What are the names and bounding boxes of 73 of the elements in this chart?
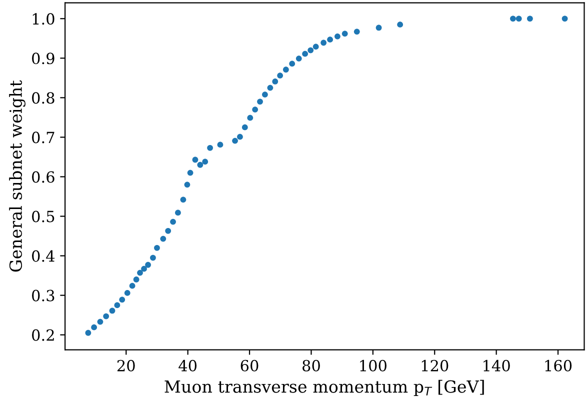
point [154,244,160,251]
point [217,142,224,148]
point [137,270,143,276]
point [267,84,274,91]
point [277,72,284,78]
point [145,262,151,268]
point [175,210,181,216]
point [197,162,204,168]
point [237,134,243,140]
x-tick-label: 60 [240,360,258,372]
point [302,50,308,57]
point [247,114,254,121]
x-tick-label: 160 [545,360,572,372]
point [207,144,213,151]
point [312,44,319,50]
point [192,156,198,163]
point [272,78,278,84]
x-tick-label: 100 [360,360,386,372]
point [327,36,333,43]
point [376,24,382,31]
point [160,236,166,242]
x-tick-label: 20 [117,360,135,372]
point [114,302,120,308]
point [170,218,176,225]
x-tick-label: 120 [422,360,448,372]
y-tick-label: 0.2 [32,329,54,341]
y-tick-label: 1.0 [32,13,54,25]
point [354,28,360,35]
point [124,290,130,296]
y-tick-label: 0.5 [32,210,54,222]
x-tick-label: 140 [484,360,510,372]
point [91,324,97,330]
x-tick-label: 80 [302,360,320,372]
point [242,124,248,130]
point [516,16,522,22]
point [320,40,327,46]
x-tick-label: 40 [178,360,197,372]
point [141,266,147,272]
point [289,60,296,67]
point [133,276,140,282]
point [97,318,104,325]
point [342,30,348,37]
point [296,56,302,62]
y-tick-label: 0.9 [32,52,54,64]
y-tick-label: 0.7 [32,132,54,144]
point [187,170,194,176]
y-tick-label: 0.6 [32,171,54,183]
point [334,33,340,40]
point [397,22,404,28]
point [252,106,258,112]
y-tick-label: 0.3 [32,290,54,302]
point [562,16,568,22]
point [257,98,263,105]
x-axis-title: Muon transverse momentum p$_{T}$ [GeV] [164,380,484,396]
point [129,282,136,289]
y-axis-title: General subnet weight [9,80,26,272]
point [308,47,314,54]
point [109,308,116,314]
y-tick-label: 0.4 [32,250,55,262]
y-tick-label: 0.8 [32,92,54,104]
point [184,182,190,188]
point [180,196,186,203]
point [150,254,156,261]
point [85,330,92,336]
point [510,16,516,22]
point [527,16,533,22]
point [232,138,238,144]
point [202,158,208,165]
point [262,92,268,98]
point [165,228,172,234]
point [103,313,110,320]
point [119,296,126,303]
point [282,66,289,73]
